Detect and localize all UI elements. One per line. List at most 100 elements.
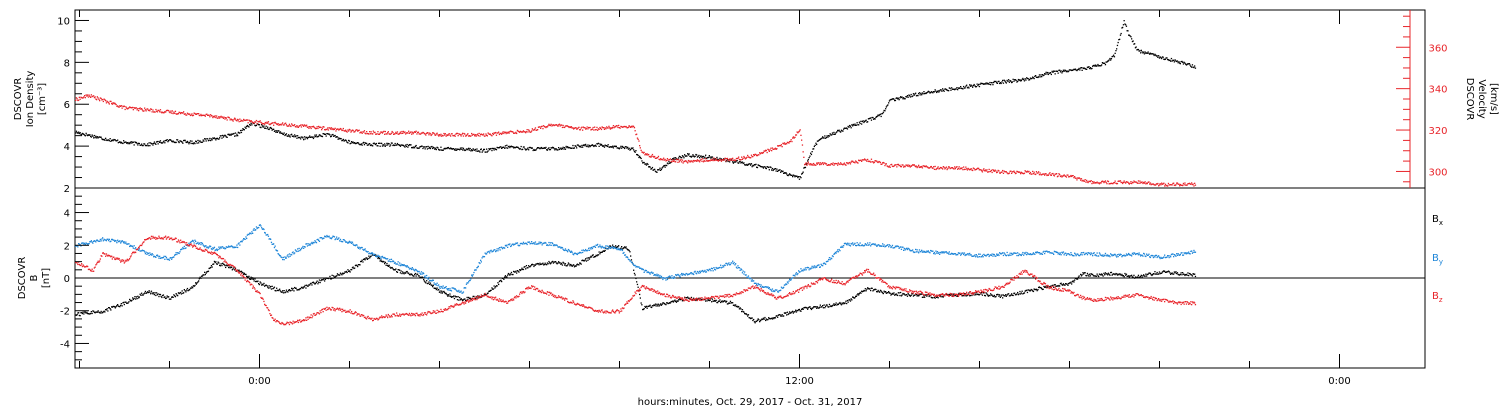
density-point bbox=[385, 144, 387, 146]
velocity-point bbox=[444, 133, 446, 135]
density-point bbox=[89, 134, 91, 136]
by-point bbox=[389, 258, 391, 261]
by-point bbox=[301, 247, 303, 249]
density-point bbox=[515, 146, 517, 148]
velocity-point bbox=[636, 137, 639, 139]
velocity-point bbox=[882, 161, 884, 164]
velocity-point bbox=[846, 162, 848, 164]
bx-point bbox=[437, 289, 439, 291]
velocity-point bbox=[916, 166, 918, 169]
density-point bbox=[463, 149, 465, 151]
by-point bbox=[414, 270, 416, 272]
bx-point bbox=[729, 302, 731, 304]
density-point bbox=[566, 146, 568, 149]
bx-point bbox=[1068, 282, 1071, 284]
density-point bbox=[599, 143, 601, 145]
by-point bbox=[126, 243, 128, 245]
bx-point bbox=[132, 297, 134, 299]
bx-point bbox=[663, 303, 665, 305]
bx-point bbox=[105, 309, 107, 311]
velocity-point bbox=[342, 127, 344, 130]
density-point bbox=[834, 133, 836, 135]
by-point bbox=[432, 279, 434, 281]
bx-point bbox=[447, 294, 449, 296]
velocity-point bbox=[840, 163, 843, 165]
by-point bbox=[369, 252, 372, 255]
bx-point bbox=[770, 317, 772, 320]
bx-point bbox=[260, 282, 262, 284]
bx-point bbox=[910, 294, 912, 297]
by-point bbox=[141, 249, 144, 251]
bx-point bbox=[885, 292, 887, 294]
velocity-point bbox=[417, 131, 420, 133]
velocity-point bbox=[655, 157, 657, 159]
density-point bbox=[1021, 78, 1023, 81]
velocity-point bbox=[210, 115, 213, 117]
velocity-point bbox=[614, 125, 616, 128]
velocity-point bbox=[771, 147, 774, 149]
density-point bbox=[810, 153, 813, 156]
bx-point bbox=[539, 262, 541, 264]
bx-point bbox=[246, 275, 248, 277]
density-point bbox=[1157, 56, 1159, 58]
bx-point bbox=[115, 306, 117, 308]
bx-point bbox=[1066, 283, 1068, 285]
bx-point bbox=[879, 289, 882, 291]
density-point bbox=[675, 158, 678, 160]
density-point bbox=[83, 133, 85, 136]
velocity-point bbox=[872, 161, 874, 163]
density-point bbox=[1134, 47, 1137, 49]
density-point bbox=[906, 96, 908, 98]
bx-point bbox=[1011, 293, 1013, 295]
bx-point bbox=[1188, 274, 1190, 277]
density-point bbox=[564, 148, 567, 150]
velocity-point bbox=[879, 161, 882, 164]
bx-point bbox=[780, 315, 783, 317]
bx-point bbox=[669, 302, 672, 304]
velocity-point bbox=[81, 97, 84, 99]
density-point bbox=[1026, 77, 1028, 79]
bx-point bbox=[527, 267, 529, 269]
by-point bbox=[310, 242, 312, 245]
by-point bbox=[102, 240, 104, 242]
density-point bbox=[497, 147, 499, 149]
bx-point bbox=[467, 298, 469, 301]
density-point bbox=[297, 135, 299, 137]
density-point bbox=[627, 148, 630, 150]
bx-point bbox=[678, 298, 681, 300]
by-point bbox=[143, 250, 145, 252]
density-point bbox=[751, 166, 753, 168]
velocity-point bbox=[996, 171, 999, 173]
velocity-point bbox=[184, 113, 186, 115]
density-point bbox=[305, 136, 307, 138]
velocity-point bbox=[563, 126, 565, 128]
velocity-point bbox=[621, 126, 624, 128]
density-point bbox=[569, 147, 571, 149]
density-point bbox=[841, 130, 843, 132]
bx-point bbox=[1000, 295, 1002, 297]
bx-point bbox=[890, 294, 892, 296]
velocity-point bbox=[740, 159, 742, 161]
bx-point bbox=[1002, 297, 1004, 299]
velocity-point bbox=[1174, 184, 1176, 187]
density-point bbox=[298, 137, 300, 139]
density-point bbox=[381, 145, 384, 147]
bx-point bbox=[789, 312, 791, 314]
velocity-point bbox=[770, 147, 772, 149]
velocity-point bbox=[1040, 174, 1042, 176]
density-point bbox=[143, 143, 145, 145]
density-point bbox=[271, 129, 273, 131]
bx-point bbox=[747, 315, 749, 317]
density-point bbox=[951, 88, 954, 90]
by-point bbox=[148, 254, 150, 256]
bx-point bbox=[405, 272, 407, 274]
bx-point bbox=[1023, 292, 1026, 294]
density-point bbox=[420, 145, 423, 147]
velocity-point bbox=[279, 123, 281, 126]
density-point bbox=[887, 104, 889, 106]
by-point bbox=[420, 271, 423, 273]
bx-point bbox=[585, 258, 587, 260]
velocity-point bbox=[591, 128, 594, 130]
density-point bbox=[99, 136, 101, 138]
bx-point bbox=[303, 286, 306, 288]
